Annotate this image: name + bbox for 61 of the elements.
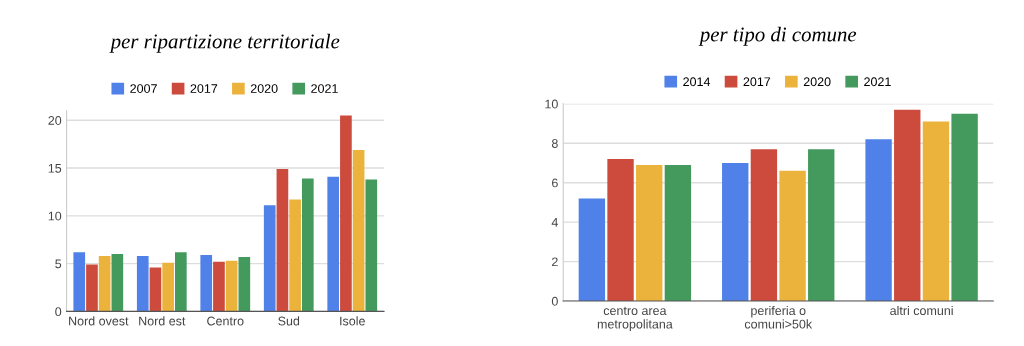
legend-label: 2021 [311, 84, 338, 93]
x-tick-label: Sud [278, 316, 300, 326]
legend-label: 2020 [250, 84, 278, 93]
bar [327, 176, 340, 312]
bar [365, 179, 378, 312]
legend-label: 2020 [803, 77, 831, 87]
bar [149, 267, 162, 312]
bar [276, 169, 289, 312]
bar [779, 170, 806, 302]
bar [111, 254, 124, 312]
x-tick-label: centro area metropolitana [597, 306, 673, 331]
x-tick-label: altri comuni [890, 305, 953, 316]
x-tick-label: Centro [207, 316, 244, 326]
y-tick-label: 5 [55, 259, 62, 269]
y-tick-label: 6 [552, 178, 558, 188]
bar [213, 261, 225, 312]
x-tick-label: Isole [340, 316, 365, 326]
bar [865, 139, 892, 302]
y-tick-label: 8 [551, 139, 558, 148]
bar [808, 149, 835, 302]
bar [263, 205, 276, 312]
chart-title: per tipo di comune [698, 26, 857, 46]
bar [175, 252, 187, 312]
y-tick-label: 2 [552, 257, 558, 267]
legend-label: 2007 [130, 84, 157, 93]
bar [98, 255, 111, 312]
bar [301, 178, 314, 312]
bar [607, 159, 634, 302]
bar [722, 162, 749, 302]
y-tick-label: 20 [48, 116, 62, 125]
bar [664, 164, 692, 302]
bar [750, 149, 778, 302]
bar [951, 113, 978, 302]
bar [894, 109, 921, 302]
bar [200, 255, 213, 312]
bar [73, 252, 86, 312]
y-tick-label: 10 [545, 99, 558, 109]
y-tick-label: 0 [55, 307, 62, 317]
bar [225, 260, 238, 312]
legend-label: 2017 [190, 84, 218, 93]
bar [289, 199, 301, 312]
y-tick-label: 10 [48, 211, 62, 221]
y-tick-label: 0 [551, 296, 558, 306]
chart-title: per ripartizione territoriale [109, 33, 340, 53]
y-tick-label: 4 [551, 218, 558, 227]
bar [86, 264, 98, 312]
x-tick-label: periferia o comuni>50k [744, 305, 813, 329]
x-tick-label: Nord ovest [69, 316, 129, 326]
bar [636, 164, 663, 302]
legend-label: 2017 [743, 77, 771, 87]
bar [162, 262, 174, 312]
bar [578, 198, 606, 302]
bar [238, 256, 251, 312]
bar [136, 255, 149, 312]
bar [352, 149, 365, 312]
y-tick-label: 15 [48, 163, 62, 173]
bar [922, 121, 950, 302]
legend-label: 2014 [683, 77, 711, 87]
legend-label: 2021 [864, 77, 891, 87]
bar [340, 115, 352, 312]
x-tick-label: Nord est [139, 316, 186, 326]
